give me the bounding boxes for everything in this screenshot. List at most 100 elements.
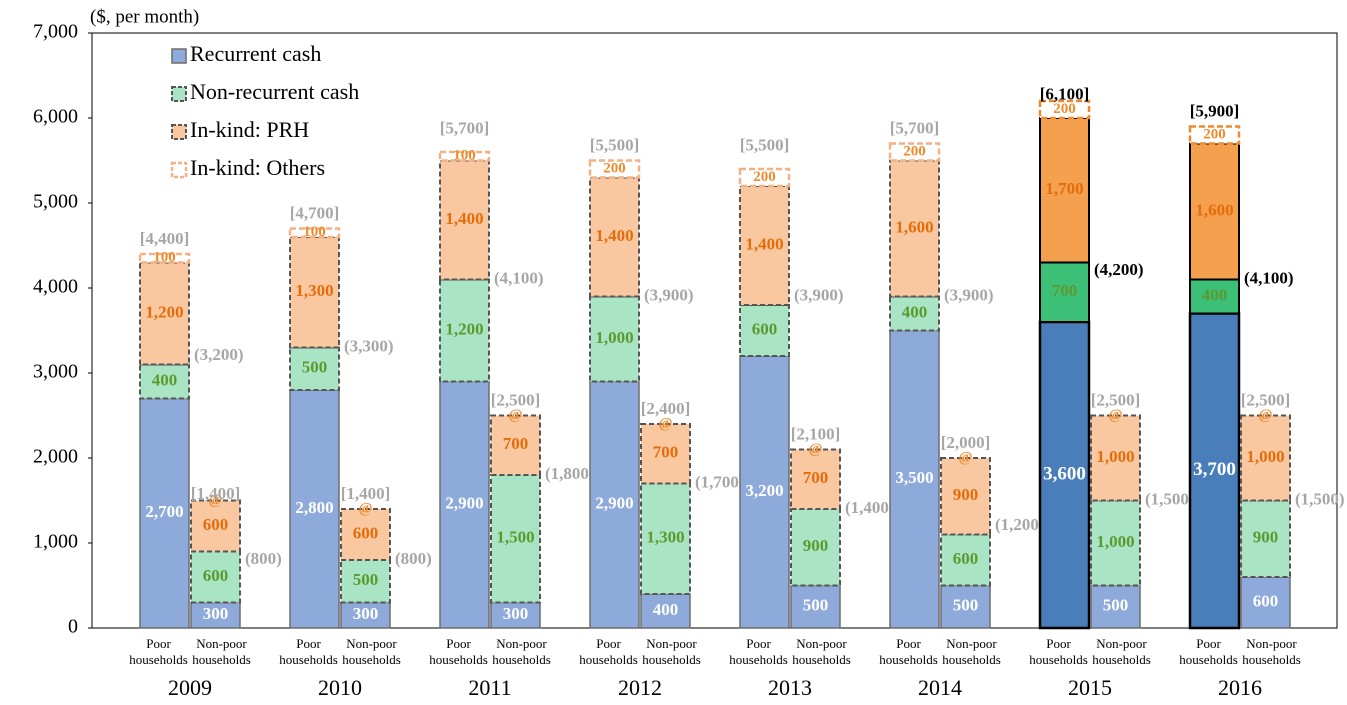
- group-label: 2016: [1218, 675, 1262, 700]
- value-label: 900: [1253, 528, 1279, 547]
- subtotal-label: (3,900): [944, 285, 994, 304]
- value-label: 500: [302, 358, 328, 377]
- group-label: 2014: [918, 675, 962, 700]
- bar-segment: [490, 474, 541, 604]
- bar-segment: [640, 423, 691, 485]
- total-label: [1,400]: [341, 484, 391, 503]
- subtotal-label: (3,900): [644, 285, 694, 304]
- value-label: 1,300: [646, 528, 684, 547]
- value-label: 400: [152, 370, 178, 389]
- x-tick-label: Poor households: [129, 636, 188, 667]
- group-label: 2013: [768, 675, 812, 700]
- value-label: 3,200: [745, 481, 783, 500]
- bar-segment: [888, 142, 941, 162]
- value-label: 200: [603, 160, 626, 176]
- bar-segment: [340, 601, 391, 629]
- bar-segment: [589, 380, 640, 629]
- value-label: 100: [303, 224, 326, 240]
- total-label: [4,700]: [290, 203, 340, 222]
- total-label: [2,400]: [641, 399, 691, 418]
- subtotal-label: (800): [395, 549, 432, 568]
- bar-segment: [739, 355, 790, 629]
- value-label: 1,400: [445, 209, 483, 228]
- value-label: 300: [353, 604, 379, 623]
- bar-segment: [1240, 576, 1291, 629]
- x-tick-label: Poor households: [879, 636, 938, 667]
- y-tick-label: 0: [68, 616, 78, 638]
- x-tick-label: Non-poor households: [1242, 636, 1301, 667]
- value-label: 2,900: [595, 494, 633, 513]
- x-tick-label: Poor households: [729, 636, 788, 667]
- value-label: 600: [203, 566, 229, 585]
- value-label: @: [959, 449, 973, 465]
- subtotal-label: (1,800): [545, 464, 595, 483]
- bar-segment: [588, 159, 641, 179]
- total-label: [5,500]: [740, 135, 790, 154]
- legend-label: In-kind: PRH: [190, 117, 309, 142]
- bar-segment: [1240, 414, 1291, 502]
- plot-frame: [91, 32, 1338, 629]
- bar-segment: [790, 584, 841, 629]
- bar-segment: [190, 601, 241, 629]
- value-label: 1,200: [445, 319, 483, 338]
- y-tick-label: 6,000: [33, 106, 78, 128]
- total-label: [2,100]: [791, 424, 841, 443]
- value-label: 700: [1052, 281, 1078, 300]
- subtotal-label: (3,200): [194, 345, 244, 364]
- bar-segment: [438, 150, 491, 162]
- bar-segment: [139, 397, 190, 629]
- value-label: 900: [953, 485, 979, 504]
- bar-segment: [1039, 261, 1090, 323]
- value-label: 3,700: [1193, 459, 1236, 480]
- bar-segment: [288, 227, 341, 239]
- total-label: [2,500]: [1091, 390, 1141, 409]
- value-label: 1,400: [745, 234, 783, 253]
- bar-segment: [790, 508, 841, 587]
- value-label: 500: [803, 596, 829, 615]
- legend-swatch: [171, 124, 187, 140]
- subtotal-label: (1,500): [1295, 489, 1345, 508]
- y-tick-label: 4,000: [33, 276, 78, 298]
- total-label: [5,500]: [590, 135, 640, 154]
- bar-segment: [439, 159, 490, 281]
- total-label: [2,500]: [1241, 390, 1291, 409]
- group-label: 2010: [318, 675, 362, 700]
- value-label: 1,300: [295, 281, 333, 300]
- value-label: 2,700: [145, 502, 183, 521]
- bar-segment: [1240, 499, 1291, 578]
- x-tick-label: Non-poor households: [342, 636, 401, 667]
- bar-segment: [640, 482, 691, 595]
- bar-segment: [138, 252, 191, 264]
- value-label: 300: [203, 604, 229, 623]
- value-label: 700: [503, 434, 529, 453]
- subtotal-label: (1,500): [1145, 489, 1195, 508]
- value-label: 2,900: [445, 494, 483, 513]
- bar-segment: [1188, 125, 1241, 145]
- x-tick-label: Poor households: [429, 636, 488, 667]
- bar-segment: [1090, 414, 1141, 502]
- bar-segment: [490, 601, 541, 629]
- value-label: 200: [753, 169, 776, 185]
- total-label: [4,400]: [140, 229, 190, 248]
- value-label: 600: [353, 523, 379, 542]
- y-tick-label: 7,000: [33, 21, 78, 43]
- value-label: 1,000: [1246, 447, 1284, 466]
- subtotal-label: (3,900): [794, 285, 844, 304]
- value-label: 200: [903, 143, 926, 159]
- x-tick-label: Non-poor households: [192, 636, 251, 667]
- bar-segment: [190, 550, 241, 604]
- y-tick-label: 2,000: [33, 446, 78, 468]
- value-label: 1,000: [1096, 447, 1134, 466]
- group-label: 2015: [1068, 675, 1112, 700]
- bar-segment: [940, 584, 991, 629]
- value-label: 500: [953, 596, 979, 615]
- subtotal-label: (1,400): [845, 498, 895, 517]
- bar-segment: [490, 414, 541, 476]
- bar-segment: [940, 457, 991, 536]
- value-label: 600: [203, 515, 229, 534]
- value-label: @: [209, 492, 223, 508]
- value-label: 600: [953, 549, 979, 568]
- x-tick-label: Non-poor households: [942, 636, 1001, 667]
- x-tick-label: Non-poor households: [792, 636, 851, 667]
- value-label: 1,200: [145, 302, 183, 321]
